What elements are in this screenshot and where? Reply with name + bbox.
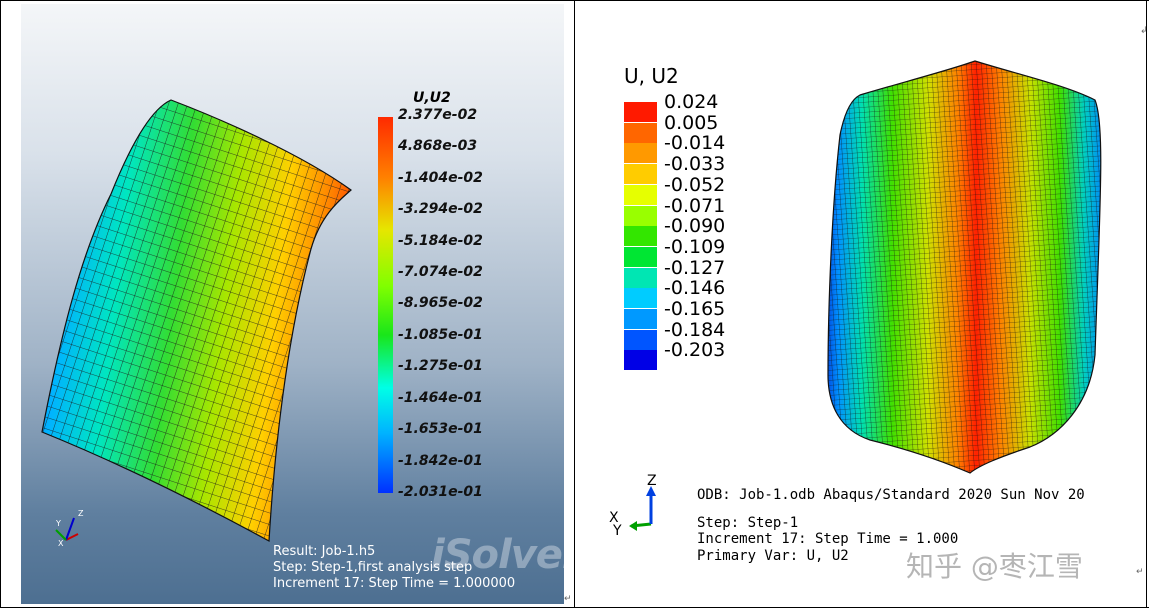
legend-swatch (624, 288, 657, 309)
legend-label: -0.033 (664, 153, 726, 176)
legend-swatch (624, 309, 657, 329)
legend-label: 2.377e-02 (398, 107, 478, 123)
deformed-body-plot (827, 60, 1102, 474)
legend-swatch (624, 143, 657, 164)
deformed-mesh-plot (41, 99, 352, 542)
legend-title: U,U2 (413, 90, 451, 106)
legend-color-bar (378, 117, 393, 493)
legend-label: -1.275e-01 (398, 358, 483, 374)
legend-label: -0.127 (664, 256, 726, 279)
legend-label: -8.965e-02 (398, 295, 483, 311)
legend-label: -5.184e-02 (398, 233, 483, 249)
legend-label: -0.071 (664, 194, 726, 217)
step-caption: Step: Step-1,first analysis step (273, 560, 473, 575)
primary-var-info: Primary Var: U, U2 (697, 548, 849, 564)
paragraph-mark: ↵ (564, 594, 572, 604)
legend-swatch (624, 122, 657, 143)
legend-swatch (624, 246, 657, 267)
legend-label: -0.014 (664, 132, 726, 155)
table-divider (574, 0, 575, 608)
triad-y-label: Y (55, 519, 61, 528)
paragraph-mark: ↵ (1136, 567, 1144, 577)
result-caption: Result: Job-1.h5 (273, 544, 376, 559)
triad-x-label: X (609, 510, 619, 526)
legend-swatch (624, 184, 657, 205)
legend-label: -1.842e-01 (398, 453, 483, 469)
legend-swatch (624, 102, 657, 122)
legend-label: -3.294e-02 (398, 201, 483, 217)
legend-swatch (624, 267, 657, 288)
legend-label: -0.090 (664, 215, 726, 238)
table-border-left (0, 0, 1, 608)
legend-swatch (624, 226, 657, 247)
triad-x-label: X (58, 539, 64, 548)
legend-label: -1.653e-01 (398, 421, 483, 437)
legend-swatch (624, 164, 657, 185)
triad-z-label: Z (78, 509, 84, 518)
zhihu-watermark: 知乎 @枣江雪 (906, 550, 1083, 583)
legend-label: 4.868e-03 (398, 138, 478, 154)
axis-triad-icon: Z X Y (609, 473, 657, 539)
increment-caption: Increment 17: Step Time = 1.000000 (273, 576, 516, 591)
legend-label: 0.024 (664, 91, 719, 113)
legend-label: -1.464e-01 (398, 390, 483, 406)
legend-label: -0.146 (664, 277, 726, 300)
isolver-viewport: U,U2 2.377e-02 4.868e-03 -1.404e-02 -3.2… (21, 4, 564, 604)
corner-mark: ↲ (1140, 26, 1148, 36)
legend-label: -0.109 (664, 235, 726, 258)
legend-swatch (624, 329, 657, 350)
legend-label: -2.031e-01 (398, 484, 483, 500)
legend-label: -0.052 (664, 173, 726, 196)
odb-info: ODB: Job-1.odb Abaqus/Standard 2020 Sun … (697, 487, 1085, 503)
legend-label: -1.085e-01 (398, 327, 483, 343)
step-info: Step: Step-1 (697, 515, 799, 531)
legend-label: -0.203 (664, 339, 726, 362)
legend-label: -0.184 (664, 318, 726, 341)
legend-label: 0.005 (664, 111, 719, 134)
legend-label: -7.074e-02 (398, 264, 483, 280)
axis-triad-icon: Z Y X (55, 509, 84, 548)
legend-swatch (624, 350, 657, 371)
isolver-watermark: iSolver (431, 532, 564, 578)
triad-z-label: Z (647, 473, 657, 489)
increment-info: Increment 17: Step Time = 1.000 (697, 531, 959, 547)
table-border-right (1146, 0, 1147, 608)
legend-label: -1.404e-02 (398, 170, 483, 186)
triad-y-label: Y (612, 523, 622, 539)
legend-swatch (624, 205, 657, 226)
legend-label: -0.165 (664, 298, 726, 320)
legend-title: U, U2 (624, 64, 679, 88)
